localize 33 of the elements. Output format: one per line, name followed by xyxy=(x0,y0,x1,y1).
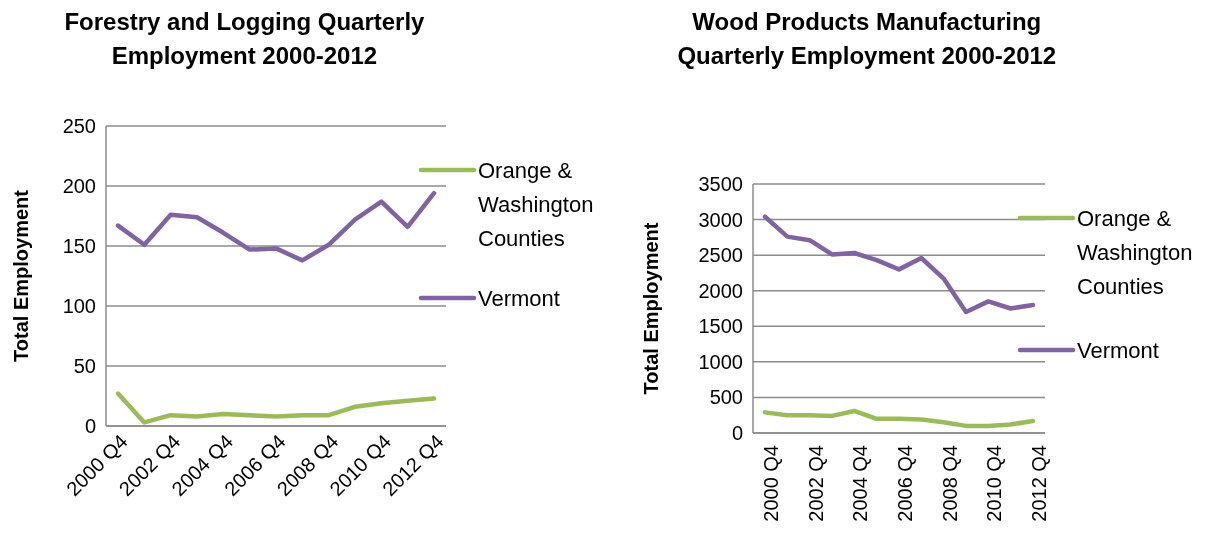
legend-label: Orange & Washington Counties xyxy=(478,158,594,251)
x-tick-label: 2012 Q4 xyxy=(1028,445,1050,522)
line-series xyxy=(115,391,437,425)
x-tick-label: 2002 Q4 xyxy=(804,445,827,522)
x-tick-label: 2000 Q4 xyxy=(760,445,782,522)
y-tick-label: 500 xyxy=(709,386,743,409)
y-tick-label: 2500 xyxy=(698,244,743,267)
y-tick-label: 100 xyxy=(62,295,96,317)
y-axis-title: Total Employment xyxy=(10,189,32,362)
y-tick-label: 3000 xyxy=(698,208,743,231)
y-tick-label: 150 xyxy=(62,235,96,257)
line-series xyxy=(115,190,437,263)
y-axis-title: Total Employment xyxy=(640,222,662,395)
legend-label: Orange & Washington Counties xyxy=(1077,206,1193,299)
y-tick-label: 0 xyxy=(84,415,96,437)
legend-label: Vermont xyxy=(478,286,560,311)
y-tick-label: 250 xyxy=(62,115,96,137)
y-tick-label: 0 xyxy=(731,422,743,444)
y-tick-label: 50 xyxy=(73,355,96,377)
y-tick-label: 1000 xyxy=(698,350,743,373)
line-series xyxy=(762,214,1036,315)
chart-title: Forestry and Logging Quarterly Employment 2000-2012 xyxy=(64,8,426,69)
x-tick-label: 2004 Q4 xyxy=(849,445,872,522)
y-tick-label: 200 xyxy=(62,175,96,197)
legend-label: Vermont xyxy=(1077,338,1159,363)
y-tick-label: 3500 xyxy=(698,173,743,195)
x-tick-label: 2008 Q4 xyxy=(938,445,961,522)
y-tick-label: 2000 xyxy=(698,279,743,302)
line-series xyxy=(762,408,1036,429)
x-tick-label: 2006 Q4 xyxy=(894,445,916,522)
y-tick-label: 1500 xyxy=(698,315,743,338)
x-tick-label: 2010 Q4 xyxy=(983,445,1006,522)
chart-title: Wood Products Manufacturing Quarterly Employment 2000-2012 xyxy=(677,8,1057,69)
